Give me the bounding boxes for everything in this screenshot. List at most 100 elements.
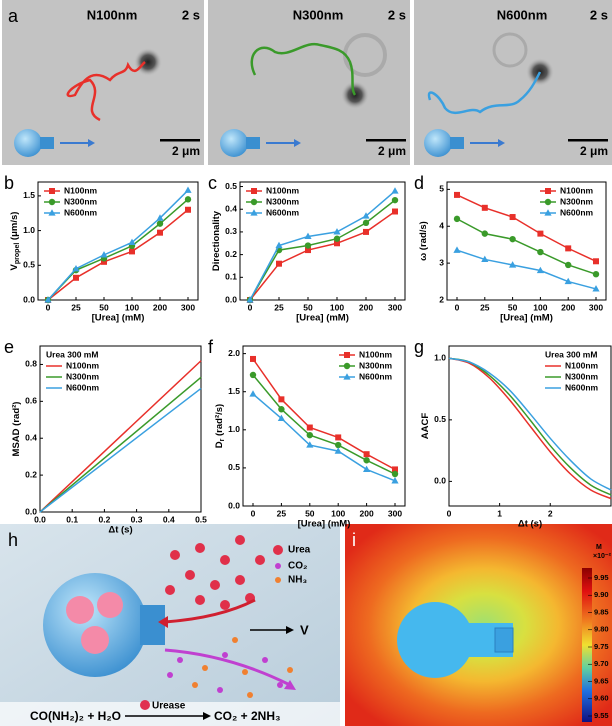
- x-tick-label: 0.5: [195, 514, 207, 524]
- y-tick-label: 1.0: [23, 225, 35, 235]
- frame-name: N100nm: [87, 7, 138, 22]
- marker: [391, 187, 398, 193]
- enzyme-icon: [140, 700, 150, 710]
- panel-label: e: [4, 337, 14, 357]
- marker: [363, 457, 369, 463]
- marker: [185, 207, 191, 213]
- marker: [129, 248, 135, 254]
- marker: [454, 192, 460, 198]
- plot-frame: [40, 346, 201, 512]
- y-axis-label-part: (rad²/s): [214, 404, 225, 439]
- marker: [392, 471, 398, 477]
- legend-label: N300nm: [359, 360, 393, 370]
- series-line: [250, 212, 395, 301]
- x-axis-label: [Urea] (mM): [296, 313, 349, 324]
- frame-time: 2 s: [388, 7, 406, 22]
- y-tick-label: 0.6: [25, 396, 37, 406]
- x-tick-label: 2: [548, 508, 553, 518]
- y-tick-label: 1.5: [228, 386, 240, 396]
- x-tick-label: 100: [533, 302, 547, 312]
- figure: a N100nm 2 s 2 μm N300nm 2 s 2 μm N600nm…: [0, 0, 612, 726]
- y-tick-label: 2: [439, 294, 444, 304]
- frame-time: 2 s: [590, 7, 608, 22]
- marker: [249, 390, 256, 396]
- x-tick-label: 300: [388, 302, 402, 312]
- y-axis-label: Dr (rad²/s): [214, 404, 226, 448]
- legend-label: N100nm: [359, 349, 393, 359]
- legend-label: N600nm: [266, 207, 300, 217]
- x-axis-label: Δt (s): [518, 519, 542, 530]
- colorbar-tick-label: 9.70: [594, 659, 609, 668]
- x-tick-label: 100: [125, 302, 139, 312]
- legend-label: N300nm: [560, 196, 594, 206]
- x-tick-label: 1: [497, 508, 502, 518]
- legend-title: Urea 300 mM: [46, 349, 98, 359]
- y-tick-label: 0.5: [228, 462, 240, 472]
- products: CO₂ + 2NH₃: [214, 709, 281, 723]
- marker: [250, 356, 256, 362]
- series-line: [457, 250, 596, 289]
- y-axis-label: Vpropel (μm/s): [9, 212, 21, 271]
- marker: [363, 466, 370, 472]
- x-axis-label: [Urea] (mM): [298, 519, 351, 530]
- motor-body: [397, 602, 473, 678]
- x-tick-label: 100: [330, 302, 344, 312]
- legend-marker: [275, 563, 281, 569]
- series-line: [253, 394, 395, 481]
- marker: [157, 230, 163, 236]
- colorbar-scale: ×10⁻²: [593, 553, 612, 560]
- series-line: [48, 210, 188, 300]
- marker: [363, 220, 369, 226]
- marker: [251, 199, 257, 205]
- velocity-label: V: [300, 622, 309, 637]
- marker: [565, 245, 571, 251]
- legend-label: N300nm: [266, 196, 300, 206]
- y-tick-label: 0.0: [225, 294, 237, 304]
- x-tick-label: 25: [274, 302, 284, 312]
- legend-label: N600nm: [560, 207, 594, 217]
- scale-bar: [568, 139, 608, 142]
- scale-label: 2 μm: [378, 144, 406, 158]
- x-tick-label: 0: [447, 508, 452, 518]
- legend-label: N100nm: [64, 185, 98, 195]
- y-tick-label: 0.5: [434, 414, 446, 424]
- x-axis-label: Δt (s): [108, 525, 132, 536]
- frame-name: N600nm: [497, 7, 548, 22]
- colorbar-tick-label: 9.90: [594, 590, 609, 599]
- y-tick-label: 4: [439, 221, 444, 231]
- panel-label: d: [414, 173, 424, 193]
- panel-label: f: [208, 337, 214, 357]
- marker: [276, 261, 282, 267]
- marker: [482, 230, 488, 236]
- legend-marker: [275, 577, 281, 583]
- legend-label: N100nm: [266, 185, 300, 195]
- panel-label: a: [8, 6, 19, 26]
- legend-label: N600nm: [64, 207, 98, 217]
- scale-label: 2 μm: [172, 144, 200, 158]
- marker: [184, 187, 191, 193]
- x-tick-label: 50: [99, 302, 109, 312]
- marker: [157, 220, 163, 226]
- colorbar-tick-label: 9.60: [594, 694, 609, 703]
- marker: [363, 229, 369, 235]
- series-line: [40, 388, 201, 512]
- x-tick-label: 0: [251, 508, 256, 518]
- plot-frame: [38, 182, 198, 300]
- y-axis-label-part: propel: [14, 243, 21, 264]
- enzyme-cluster: [81, 626, 109, 654]
- y-tick-label: 2.0: [228, 348, 240, 358]
- x-tick-label: 0.0: [34, 514, 46, 524]
- legend-label: N600nm: [565, 382, 599, 392]
- panel-label: c: [208, 173, 217, 193]
- marker: [392, 209, 398, 215]
- x-tick-label: 300: [388, 508, 402, 518]
- marker: [49, 188, 55, 194]
- panel-h: h Urea CO₂ NH₃ V CO(NH₂)₂ + H₂O Urease C…: [0, 524, 340, 726]
- frame-name: N300nm: [293, 7, 344, 22]
- legend-label: N600nm: [359, 371, 393, 381]
- legend-label: N300nm: [565, 371, 599, 381]
- y-tick-label: 0.4: [225, 203, 237, 213]
- x-tick-label: 0.2: [98, 514, 110, 524]
- scale-bar: [366, 139, 406, 142]
- colorbar-tick-label: 9.85: [594, 607, 609, 616]
